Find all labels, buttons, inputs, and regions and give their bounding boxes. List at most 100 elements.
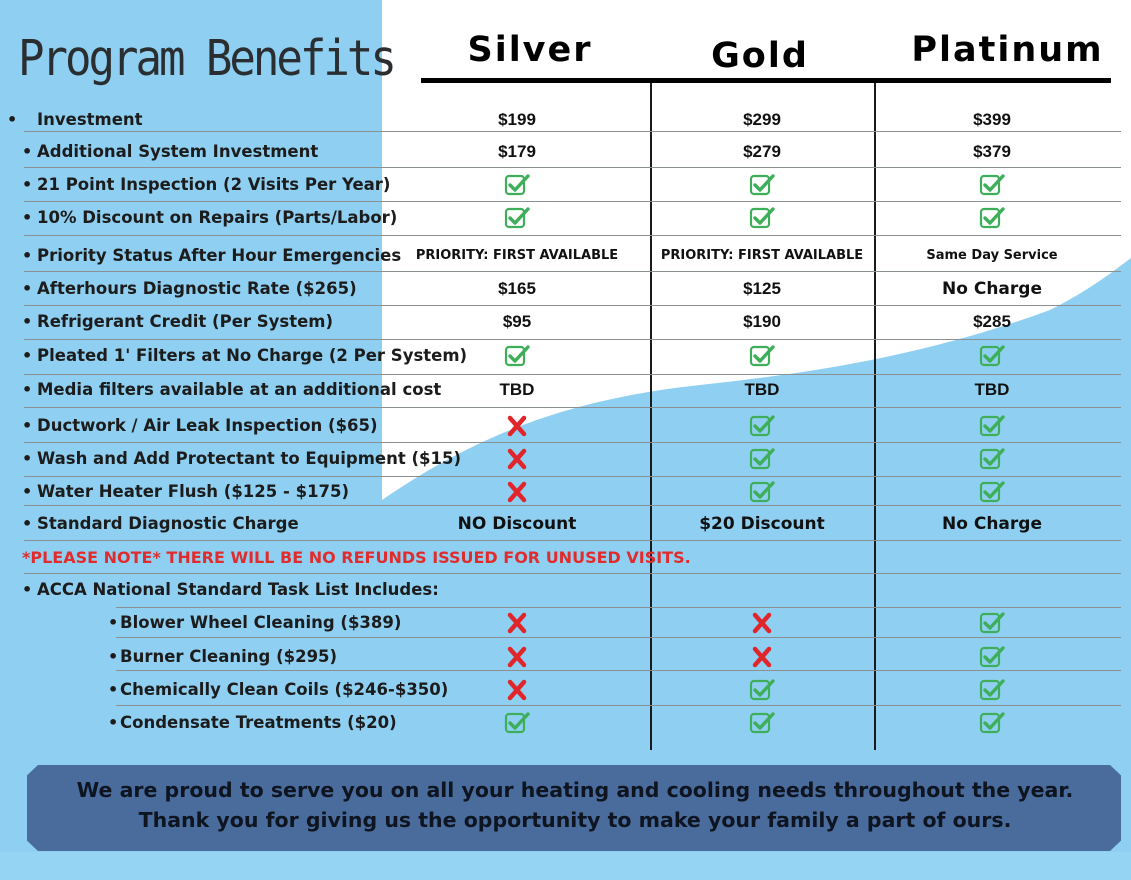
checkmark-icon [979,206,1005,230]
tier-value: $125 [743,279,781,298]
x-mark-icon [749,611,775,635]
benefit-label: Chemically Clean Coils ($246-$350) [120,680,449,699]
tier-value: $95 [502,312,532,331]
tier-value: $179 [498,142,536,161]
bullet-marker: • [22,580,33,599]
checkmark-icon [504,711,530,735]
benefit-label: Standard Diagnostic Charge [37,514,299,533]
row-divider [116,670,1121,671]
checkmark-icon [749,173,775,197]
tier-value: $299 [743,110,781,129]
row-divider [24,235,1121,236]
benefit-label: Condensate Treatments ($20) [120,713,397,732]
tier-value: $399 [973,110,1011,129]
row-divider [116,637,1121,638]
checkmark-icon [504,173,530,197]
benefit-label: Afterhours Diagnostic Rate ($265) [37,279,357,298]
bullet-marker: • [22,142,33,161]
x-mark-icon [504,480,530,504]
column-divider [874,83,876,750]
bullet-marker: • [22,449,33,468]
row-divider [24,573,1121,574]
benefit-label: Ductwork / Air Leak Inspection ($65) [37,416,378,435]
benefit-label: Burner Cleaning ($295) [120,647,338,666]
benefit-label: Pleated 1' Filters at No Charge (2 Per S… [37,346,468,365]
x-mark-icon [504,645,530,669]
bullet-marker: • [22,514,33,533]
row-divider [24,131,1121,132]
benefit-label: Water Heater Flush ($125 - $175) [37,482,350,501]
row-divider [116,607,1121,608]
tier-value: TBD [499,380,535,399]
tier-value: $20 Discount [699,514,825,534]
checkmark-icon [504,206,530,230]
tier-platinum-header: Platinum [911,30,1104,70]
bullet-marker: • [22,208,33,227]
tier-value: $190 [743,312,781,331]
tier-value: $379 [973,142,1011,161]
checkmark-icon [979,344,1005,368]
tier-value: PRIORITY: FIRST AVAILABLE [415,248,619,263]
benefit-label: Investment [37,110,143,129]
footer-banner-text: We are proud to serve you on all your he… [76,778,1074,832]
tier-value: $165 [498,279,536,298]
bullet-marker: • [22,312,33,331]
checkmark-icon [979,711,1005,735]
tier-value: $199 [498,110,536,129]
checkmark-icon [504,344,530,368]
checkmark-icon [979,447,1005,471]
checkmark-icon [749,344,775,368]
checkmark-icon [979,678,1005,702]
x-mark-icon [504,414,530,438]
tier-value: No Charge [942,279,1042,299]
benefit-label: Blower Wheel Cleaning ($389) [120,613,402,632]
row-divider [24,305,1121,306]
row-divider [24,271,1121,272]
row-divider [24,201,1121,202]
row-divider [116,705,1121,706]
row-divider [24,505,1121,506]
checkmark-icon [979,173,1005,197]
bullet-marker: • [22,346,33,365]
checkmark-icon [749,414,775,438]
checkmark-icon [749,678,775,702]
tier-value: Same Day Service [926,248,1058,263]
tier-value: No Charge [942,514,1042,534]
column-divider [650,83,652,750]
tier-value: NO Discount [457,514,577,534]
refund-note: *PLEASE NOTE* THERE WILL BE NO REFUNDS I… [22,548,691,567]
row-divider [24,339,1121,340]
bullet-marker: • [7,110,18,129]
benefit-label: 10% Discount on Repairs (Parts/Labor) [37,208,398,227]
bullet-marker: • [22,279,33,298]
x-mark-icon [504,611,530,635]
bullet-marker: • [108,647,119,666]
checkmark-icon [979,414,1005,438]
x-mark-icon [504,447,530,471]
checkmark-icon [749,206,775,230]
bullet-marker: • [108,680,119,699]
bullet-marker: • [108,613,119,632]
tier-silver-header: Silver [467,30,593,70]
footer-banner [27,765,1121,851]
tier-value: TBD [744,380,780,399]
row-divider [24,167,1121,168]
row-divider [24,374,1121,375]
page-title: Program Benefits [18,30,397,88]
header-rule [421,78,1111,83]
checkmark-icon [979,611,1005,635]
benefit-label: Media filters available at an additional… [37,380,442,399]
checkmark-icon [749,480,775,504]
bullet-marker: • [22,175,33,194]
tier-gold-header: Gold [711,36,809,76]
checkmark-icon [979,645,1005,669]
benefit-label: Additional System Investment [37,142,319,161]
checkmark-icon [979,480,1005,504]
x-mark-icon [504,678,530,702]
checkmark-icon [749,711,775,735]
tier-value: $279 [743,142,781,161]
bullet-marker: • [22,246,33,265]
x-mark-icon [749,645,775,669]
bullet-marker: • [22,380,33,399]
